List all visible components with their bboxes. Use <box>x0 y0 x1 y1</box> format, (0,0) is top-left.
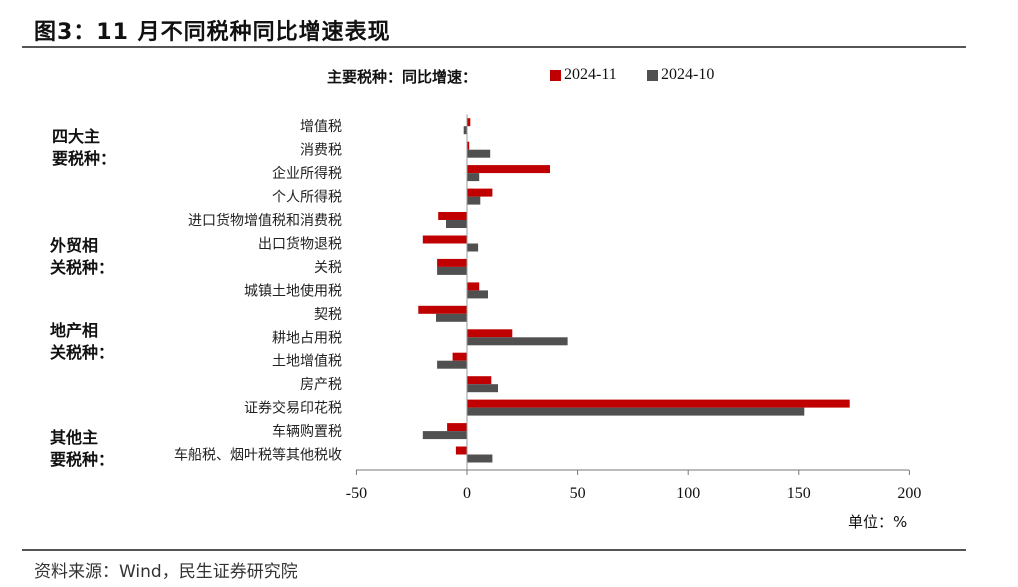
group-label-property-taxes: 地产相 关税种： <box>50 321 115 362</box>
category-label-10: 土地增值税 <box>272 354 342 370</box>
bar-series-1-2 <box>467 165 550 174</box>
bar-series-1-3 <box>467 188 493 197</box>
x-tick-label-4: 150 <box>787 485 811 502</box>
category-label-1: 消费税 <box>300 143 342 159</box>
bar-series-1-13 <box>447 423 467 432</box>
legend-item-series-1: 2024-11 <box>550 66 617 84</box>
bar-series-1-9 <box>467 329 513 338</box>
bar-series-2-14 <box>467 454 493 463</box>
group-label-major-taxes: 四大主 要税种： <box>52 127 117 168</box>
x-tick-label-3: 100 <box>676 485 700 502</box>
unit-label: 单位：% <box>848 513 908 531</box>
category-label-11: 房产税 <box>300 377 342 393</box>
top-rule <box>22 46 966 48</box>
group-label-other-taxes: 其他主 要税种： <box>50 428 115 469</box>
legend-swatch-series-2 <box>647 69 658 81</box>
x-tick-label-0: -50 <box>346 485 367 502</box>
bar-layer <box>418 118 850 463</box>
category-label-9: 耕地占用税 <box>272 329 342 346</box>
category-label-6: 关税 <box>314 260 342 276</box>
x-tick-label-5: 200 <box>897 485 921 502</box>
category-label-14: 车船税、烟叶税等其他税收 <box>174 447 342 464</box>
source-note: 资料来源：Wind，民生证券研究院 <box>34 562 298 582</box>
bar-series-1-7 <box>467 282 480 291</box>
legend: 主要税种：同比增速： 2024-11 2024-10 <box>0 66 1018 86</box>
x-axis: -50 0 50 100 150 200 <box>346 114 921 502</box>
category-label-0: 增值税 <box>300 119 342 135</box>
bar-series-2-13 <box>422 431 467 440</box>
bar-series-2-12 <box>467 407 805 416</box>
bar-series-2-1 <box>467 149 491 158</box>
bar-series-1-12 <box>467 399 850 408</box>
category-label-2: 企业所得税 <box>272 165 342 182</box>
category-label-7: 城镇土地使用税 <box>244 282 342 299</box>
bar-series-2-8 <box>436 313 467 322</box>
bar-series-2-10 <box>437 360 467 369</box>
bar-series-2-3 <box>467 196 481 205</box>
x-tick-label-2: 50 <box>570 485 586 502</box>
category-label-3: 个人所得税 <box>272 189 342 206</box>
category-label-12: 证券交易印花税 <box>244 400 342 417</box>
bar-series-2-11 <box>467 384 498 393</box>
legend-item-series-2: 2024-10 <box>647 66 714 84</box>
bar-series-2-9 <box>467 337 568 346</box>
bar-series-1-1 <box>467 141 470 150</box>
category-label-8: 契税 <box>314 307 342 323</box>
bar-series-1-0 <box>467 118 471 127</box>
bar-series-2-0 <box>463 126 467 135</box>
bar-series-1-11 <box>467 376 492 385</box>
category-label-5: 出口货物退税 <box>258 236 342 253</box>
bar-series-1-10 <box>452 352 467 361</box>
bar-series-1-4 <box>438 212 467 220</box>
legend-title: 主要税种：同比增速： <box>327 68 478 86</box>
bar-series-2-5 <box>467 243 479 252</box>
bar-series-2-7 <box>467 290 488 299</box>
bar-series-1-14 <box>455 446 467 455</box>
bar-series-1-8 <box>418 305 467 314</box>
group-label-trade-taxes: 外贸相 关税种： <box>50 236 115 277</box>
legend-label-series-1: 2024-11 <box>564 66 617 83</box>
x-tick-label-1: 0 <box>463 485 471 502</box>
bottom-rule <box>22 549 966 551</box>
figure-title: 图3：11 月不同税种同比增速表现 <box>34 20 391 45</box>
bar-series-2-4 <box>446 220 467 228</box>
bar-series-1-5 <box>422 235 467 244</box>
bar-series-2-6 <box>437 266 467 275</box>
legend-label-series-2: 2024-10 <box>661 66 715 83</box>
category-label-13: 车辆购置税 <box>272 423 342 440</box>
category-labels: 增值税消费税企业所得税个人所得税进口货物增值税和消费税出口货物退税关税城镇土地使… <box>174 119 342 463</box>
bar-series-2-2 <box>467 173 480 182</box>
legend-swatch-series-1 <box>550 69 561 81</box>
category-label-4: 进口货物增值税和消费税 <box>188 212 342 229</box>
bar-series-1-6 <box>437 258 467 267</box>
